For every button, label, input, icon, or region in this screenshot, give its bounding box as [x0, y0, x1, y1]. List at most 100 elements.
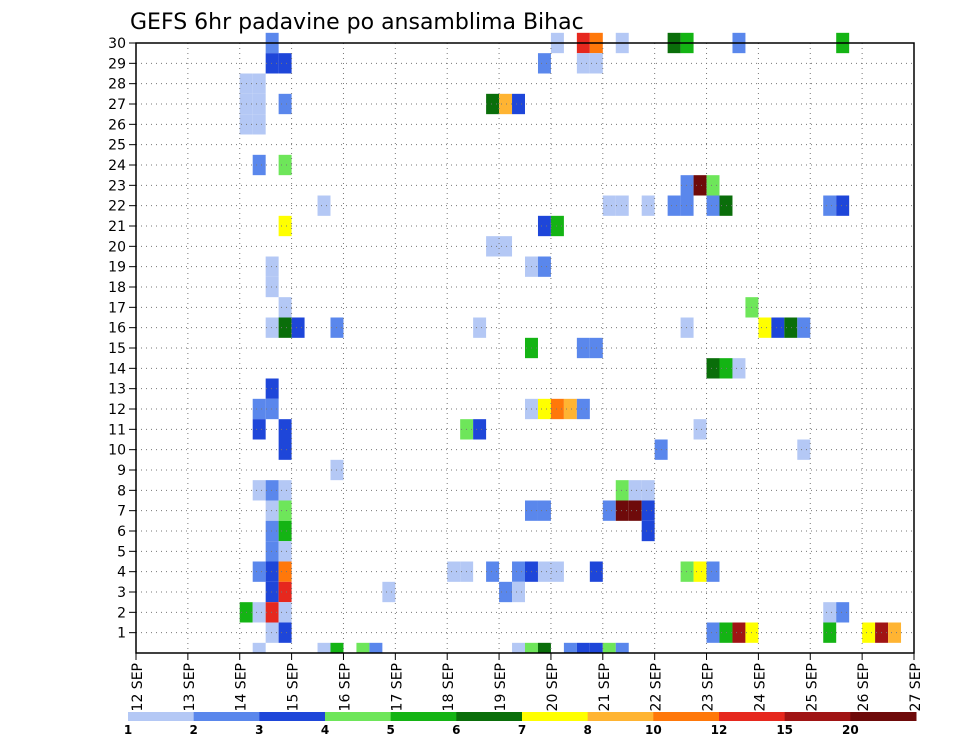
x-tick-label: 18 SEP: [441, 663, 457, 711]
colorbar-swatch: [719, 712, 786, 721]
precip-cell: [537, 642, 551, 653]
y-tick-label: 25: [108, 138, 126, 154]
precip-cell: [537, 53, 551, 74]
precip-cell: [252, 398, 266, 420]
precip-cell: [797, 317, 811, 338]
x-tick-label: 13 SEP: [182, 663, 198, 711]
precip-cell: [252, 154, 266, 176]
precip-cell: [823, 602, 837, 623]
y-tick-label: 14: [108, 361, 126, 377]
y-tick-label: 28: [108, 77, 126, 93]
colorbar-swatch: [653, 712, 720, 721]
precip-cell: [771, 317, 785, 338]
colorbar-swatch: [259, 712, 326, 721]
y-tick-label: 7: [117, 504, 126, 520]
precip-cell: [382, 581, 396, 603]
precip-cell: [589, 642, 603, 653]
colorbar-swatch: [390, 712, 457, 721]
precip-cell: [719, 195, 733, 216]
precip-cell: [278, 215, 292, 237]
precip-cell: [563, 642, 577, 653]
precip-cell: [680, 175, 694, 196]
precip-cell: [252, 419, 266, 440]
precip-cell: [706, 195, 720, 216]
colorbar: 1 2 3 4 5 6 7 8 10 12 15 20: [124, 712, 917, 737]
precip-cell: [641, 500, 655, 521]
x-tick-label: 20 SEP: [545, 663, 561, 711]
x-tick-label: 27 SEP: [908, 663, 924, 711]
precip-cell: [265, 602, 279, 623]
colorbar-label: 6: [452, 723, 460, 737]
precip-cell: [278, 93, 292, 115]
x-tick-label: 25 SEP: [804, 663, 820, 711]
precip-cell: [615, 642, 629, 653]
y-tick-label: 8: [117, 483, 126, 499]
precip-cell: [641, 195, 655, 216]
y-tick-label: 27: [108, 97, 126, 113]
x-tick-label: 14 SEP: [234, 663, 250, 711]
precip-cell: [537, 215, 551, 237]
y-tick-label: 6: [117, 524, 126, 540]
precip-cell: [719, 358, 733, 379]
precip-cell: [615, 195, 629, 216]
precip-cell: [252, 642, 266, 653]
precip-cell: [265, 581, 279, 603]
x-tick-label: 15 SEP: [286, 663, 302, 711]
x-axis: 12 SEP 13 SEP 14 SEP 15 SEP 16 SEP 17 SEP 18 S…: [130, 653, 924, 711]
precip-cell: [278, 602, 292, 623]
precip-cell: [628, 480, 642, 501]
precip-cell: [278, 53, 292, 74]
precip-cell: [278, 317, 292, 338]
precip-cell: [615, 480, 629, 501]
precip-cell: [265, 53, 279, 74]
precip-cell: [486, 561, 500, 582]
colorbar-swatch: [850, 712, 917, 721]
colorbar-label: 20: [842, 723, 859, 737]
precip-cell: [719, 622, 733, 643]
precip-cell: [317, 642, 331, 653]
precip-cell: [680, 195, 694, 216]
precip-cell: [291, 317, 305, 338]
y-tick-label: 20: [108, 239, 126, 255]
x-tick-label: 16 SEP: [337, 663, 353, 711]
y-tick-label: 18: [108, 280, 126, 296]
precip-cell: [278, 520, 292, 542]
y-tick-label: 30: [108, 36, 126, 52]
precip-cell: [706, 358, 720, 379]
precip-cell: [680, 317, 694, 338]
precip-cell: [265, 317, 279, 338]
precip-cell: [317, 195, 331, 216]
precip-cell: [732, 358, 746, 379]
precip-cell: [473, 419, 487, 440]
y-tick-label: 12: [108, 402, 126, 418]
colorbar-label: 5: [386, 723, 394, 737]
precip-cell: [252, 602, 266, 623]
precip-cell: [836, 195, 850, 216]
precip-cell: [265, 256, 279, 277]
x-tick-label: 23 SEP: [701, 663, 717, 711]
colorbar-label: 1: [124, 723, 132, 737]
precip-cell: [265, 398, 279, 420]
precip-cell: [252, 93, 266, 115]
precip-cell: [278, 297, 292, 318]
colorbar-swatch: [784, 712, 851, 721]
precip-cell: [252, 114, 266, 135]
y-tick-label: 22: [108, 199, 126, 215]
precip-cell: [602, 642, 616, 653]
precip-cell: [499, 236, 513, 257]
y-tick-label: 23: [108, 178, 126, 194]
y-tick-label: 13: [108, 382, 126, 398]
precip-cell: [693, 561, 707, 582]
precip-cell: [356, 642, 370, 653]
precip-cell: [550, 398, 564, 420]
precip-cell: [252, 73, 266, 94]
precip-cell: [278, 541, 292, 562]
precip-cell: [537, 398, 551, 420]
precip-cell: [732, 622, 746, 643]
precip-cell: [797, 439, 811, 460]
y-tick-label: 15: [108, 341, 126, 357]
precip-cell: [706, 175, 720, 196]
precip-cell: [693, 419, 707, 440]
precip-cells: [239, 32, 902, 653]
y-tick-label: 4: [117, 565, 126, 581]
